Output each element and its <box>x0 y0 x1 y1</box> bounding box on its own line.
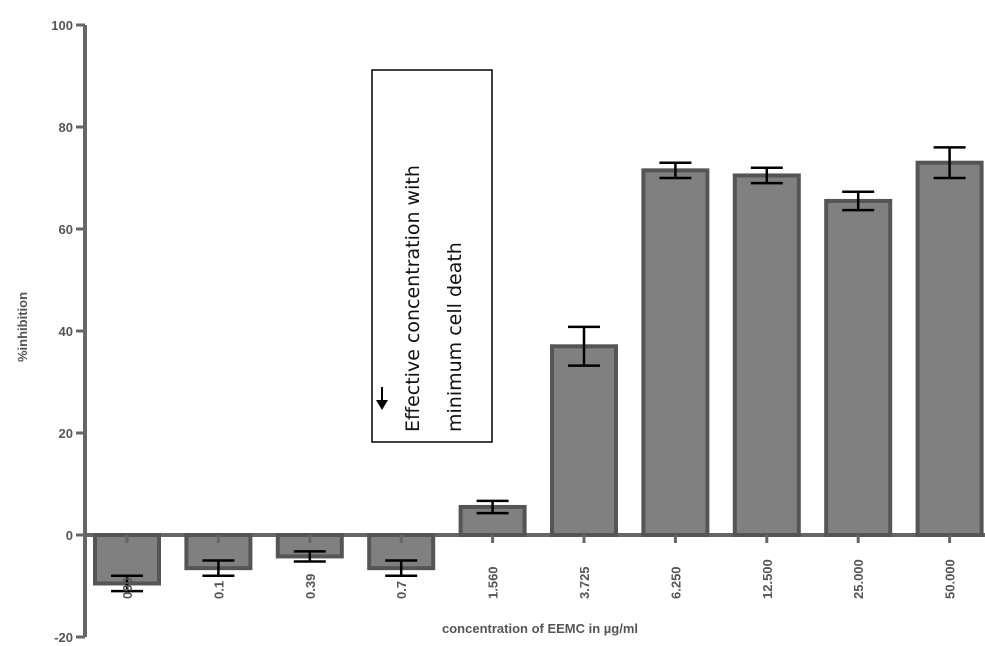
bars <box>93 146 984 593</box>
y-tick-label: -20 <box>54 630 73 645</box>
x-tick-label: 0.7 <box>394 581 409 599</box>
x-tick-label: 0.39 <box>303 574 318 599</box>
x-tick-label: 12.500 <box>760 559 775 599</box>
y-tick-label: 20 <box>59 426 73 441</box>
x-axis-title: concentration of EEMC in µg/ml <box>442 621 638 636</box>
x-tick-label: 6.250 <box>668 566 683 599</box>
annotation-line-1: Effective concentration with <box>402 165 424 432</box>
bar <box>550 344 618 537</box>
annotation-border <box>371 69 493 443</box>
annotation-box: Effective concentration with minimum cel… <box>371 69 493 443</box>
annotation-line-2: minimum cell death <box>444 242 466 432</box>
x-tick-label: 0.1 <box>211 581 226 599</box>
y-tick-label: 0 <box>66 528 73 543</box>
x-tick-labels: 090 0.1 0.39 0.7 1.560 3.725 6.250 12.500 25.000… <box>120 535 958 599</box>
y-tick-label: 40 <box>59 324 73 339</box>
x-tick-label: 3.725 <box>577 566 592 599</box>
annotation-arrow-head <box>376 400 388 410</box>
x-tick-label: 1.560 <box>486 566 501 599</box>
bar <box>824 198 893 537</box>
bar <box>915 160 984 537</box>
x-tick-label: 090 <box>120 577 135 599</box>
bar <box>641 168 710 537</box>
x-tick-label: 50.000 <box>943 559 958 599</box>
bar <box>732 173 801 537</box>
x-tick-label: 25.000 <box>851 559 866 599</box>
y-tick-label: 80 <box>59 120 73 135</box>
y-axis: -20 0 20 40 60 80 100 <box>51 18 985 645</box>
y-axis-title: %inhibition <box>15 292 30 362</box>
y-tick-label: 60 <box>59 222 73 237</box>
y-tick-label: 100 <box>51 18 73 33</box>
